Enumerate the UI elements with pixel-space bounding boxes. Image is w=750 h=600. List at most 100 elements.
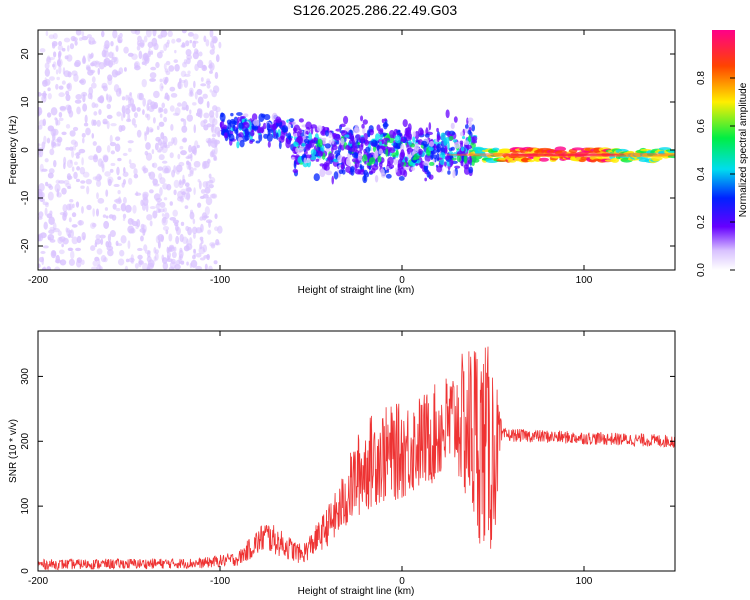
spectrogram-cell bbox=[41, 168, 48, 172]
spectrogram-cell bbox=[117, 258, 125, 266]
spectrogram-cell bbox=[554, 146, 567, 152]
spectrogram-cell bbox=[110, 162, 116, 167]
spectrogram-cell bbox=[86, 34, 92, 39]
spectrogram-cell bbox=[50, 107, 58, 116]
spectrogram-cell bbox=[404, 127, 409, 136]
spectrogram-cell bbox=[127, 240, 131, 250]
spectrogram-cell bbox=[43, 94, 47, 98]
spectrogram-cell bbox=[58, 117, 64, 122]
spectrogram-cell bbox=[238, 122, 244, 129]
spectrogram-cell bbox=[357, 169, 362, 175]
spectrogram-cell bbox=[38, 211, 44, 218]
spectrogram-cell bbox=[288, 118, 295, 122]
spectrogram-cell bbox=[378, 162, 383, 168]
spectrogram-cell bbox=[196, 144, 200, 149]
snr-y-ticks: 0 100 200 300 bbox=[20, 368, 675, 574]
spectrogram-cell bbox=[67, 185, 72, 190]
spectrogram-cell bbox=[149, 220, 153, 227]
spectrogram-cell bbox=[150, 66, 157, 71]
spectrogram-cell bbox=[181, 125, 188, 133]
spectrogram-cell bbox=[61, 80, 66, 85]
spectrogram-cell bbox=[61, 47, 66, 52]
spectrogram-cell bbox=[162, 225, 170, 231]
spectrogram-cell bbox=[138, 258, 142, 268]
spectrogram-cell bbox=[55, 83, 59, 90]
spectrogram-cell bbox=[214, 213, 218, 220]
spectrogram-cell bbox=[132, 204, 137, 214]
spectrogram-cell bbox=[199, 242, 203, 250]
spectrogram-cell bbox=[230, 112, 234, 117]
spectrogram-cell bbox=[447, 141, 450, 150]
spectrogram-cell bbox=[122, 196, 127, 204]
spectrogram-cell bbox=[106, 94, 112, 103]
spectrogram-cell bbox=[53, 228, 60, 233]
spectrogram-cell bbox=[70, 159, 73, 164]
spectrogram-cell bbox=[450, 122, 455, 130]
spectrogram-cell bbox=[38, 147, 42, 156]
spectrogram-cell bbox=[197, 96, 204, 105]
spectrogram-cell bbox=[101, 49, 107, 58]
spectrogram-cell bbox=[331, 144, 338, 151]
spectrogram-cell bbox=[237, 116, 241, 123]
spectrogram-cell bbox=[341, 156, 347, 165]
spectrogram-cell bbox=[96, 192, 99, 200]
spectrogram-cell bbox=[366, 172, 370, 178]
spectrogram-cell bbox=[75, 155, 80, 159]
spectrogram-cell bbox=[95, 145, 102, 154]
spectrogram-cell bbox=[46, 266, 52, 270]
spectrogram-cell bbox=[443, 161, 447, 167]
colorbar-tick-label: 0.4 bbox=[696, 167, 707, 181]
spectrogram-cell bbox=[365, 146, 371, 153]
spectrogram-cell bbox=[142, 109, 145, 115]
spectrogram-cell bbox=[136, 92, 143, 100]
spectrogram-cell bbox=[452, 169, 456, 179]
spectrogram-cell bbox=[189, 237, 193, 246]
spectrogram-cell bbox=[94, 60, 100, 68]
spectrogram-cell bbox=[81, 157, 84, 166]
spectrogram-cell bbox=[171, 38, 176, 44]
spectrogram-cell bbox=[105, 93, 109, 101]
spectrogram-cell bbox=[79, 78, 86, 86]
spectrogram-cell bbox=[316, 125, 323, 132]
spectrogram-cell bbox=[189, 211, 195, 220]
spectrogram-cell bbox=[305, 143, 311, 151]
spectrogram-cell bbox=[169, 201, 173, 206]
spectrogram-cell bbox=[229, 118, 236, 128]
spectrogram-cell bbox=[325, 130, 329, 137]
spectrogram-cell bbox=[38, 263, 41, 269]
spectrogram-cell bbox=[104, 57, 111, 66]
spectrogram-cell bbox=[208, 173, 212, 179]
spectrogram-cell bbox=[322, 139, 326, 145]
spectrogram-cell bbox=[192, 102, 197, 106]
spectrogram-cell bbox=[52, 61, 57, 71]
spectrogram-cell bbox=[448, 135, 454, 141]
spectrogram-cell bbox=[122, 152, 128, 156]
spectrogram-cell bbox=[97, 67, 101, 76]
spectrogram-cell bbox=[96, 61, 102, 65]
spectrogram-cell bbox=[197, 59, 204, 69]
spectrogram-cell bbox=[101, 164, 105, 173]
spectrogram-cell bbox=[186, 160, 190, 166]
spectrogram-cell bbox=[412, 136, 416, 143]
spectrogram-cell bbox=[124, 265, 129, 270]
spectrogram-cell bbox=[43, 221, 48, 230]
spectrogram-cell bbox=[38, 182, 45, 192]
spectrogram-cell bbox=[104, 40, 110, 49]
spectrogram-cell bbox=[175, 169, 180, 175]
spectrogram-cell bbox=[156, 125, 160, 131]
spectrogram-cell bbox=[317, 150, 324, 157]
spectrogram-cell bbox=[72, 203, 75, 209]
spectrogram-cell bbox=[157, 233, 165, 242]
spectrogram-cell bbox=[190, 209, 194, 214]
spectrogram-cell bbox=[210, 40, 215, 49]
spectrogram-cell bbox=[211, 123, 215, 128]
spectrogram-cell bbox=[158, 146, 164, 151]
spectrogram-cell bbox=[439, 152, 446, 159]
spectrogram-cell bbox=[172, 112, 180, 116]
y-tick-label: 300 bbox=[20, 368, 31, 385]
spectrogram-cell bbox=[436, 165, 443, 173]
spectrogram-cell bbox=[468, 159, 473, 163]
spectrogram-cell bbox=[159, 113, 163, 118]
spectrogram-cell bbox=[324, 143, 331, 149]
spectrogram-cell bbox=[254, 125, 259, 131]
